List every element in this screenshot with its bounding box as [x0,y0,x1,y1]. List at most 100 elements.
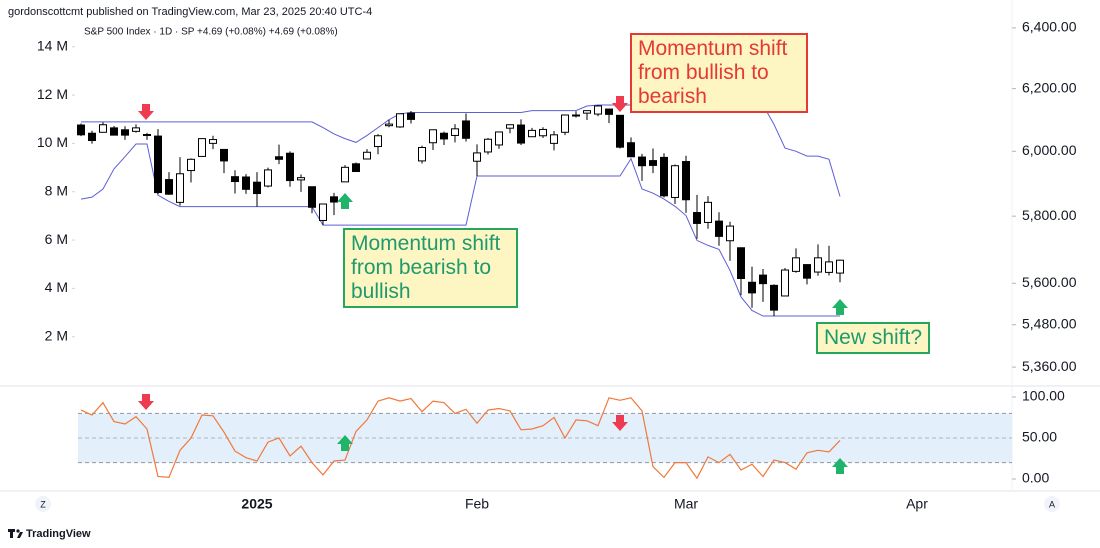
annotation-bearish: Momentum shift from bullish to bearish [630,33,808,113]
candle-body [132,127,140,132]
candle-body [682,161,690,201]
bearish-arrow [138,104,154,120]
candle-body [154,135,162,194]
scale-button-label[interactable]: Z [40,499,46,509]
candle-body [759,274,767,285]
y-tick-label: 50.00 [1022,429,1057,445]
oscillator-line [80,397,841,480]
candle-body [715,220,723,237]
candle-body [462,120,470,139]
x-tick-label: Apr [906,496,928,512]
candle-body [627,142,635,158]
candle-body [726,225,734,242]
x-tick-label: 2025 [241,496,272,512]
channel-lower [80,143,840,317]
candle-body [693,212,701,224]
candle-body [814,257,822,273]
annotation-new-shift: New shift? [816,322,931,354]
channel-upper [81,104,841,197]
candle-body [209,139,217,144]
candle-body [605,108,613,115]
brand-name: TradingView [26,528,91,540]
bearish-arrow [612,96,628,112]
candle-body [429,129,437,144]
candle-body [220,148,228,162]
y2-tick-label: 6 M [45,231,68,247]
annotation-bullish: Momentum shift from bearish to bullish [343,228,518,308]
candle-body [473,152,481,162]
y-tick-label: 6,200.00 [1022,79,1077,95]
candle-body [165,179,173,195]
x-tick-label: Mar [674,496,698,512]
y2-tick-label: 10 M [37,134,68,150]
candle-body [649,160,657,166]
candle-body [484,138,492,153]
candle-body [121,129,129,136]
bullish-arrow [337,193,353,209]
candle-body [418,147,426,162]
candle-body [583,110,591,114]
candle-body [77,124,85,136]
y-tick-label: 100.00 [1022,388,1065,404]
candle-body [550,134,558,144]
candle-body [748,281,756,294]
y-tick-label: 0.00 [1022,470,1049,486]
y2-tick-label: 8 M [45,182,68,198]
candle-body [616,114,624,148]
candle-body [385,123,393,127]
auto-button[interactable] [1044,496,1060,512]
brand-logo [8,529,23,538]
y-tick-label: 6,000.00 [1022,142,1077,158]
bullish-arrow [337,435,353,451]
candle-body [638,156,646,167]
candle-body [286,152,294,182]
candle-body [594,105,602,115]
x-tick-label: Feb [465,496,489,512]
candle-body [231,176,239,183]
signal-arrows [138,96,848,474]
y-tick-label: 5,480.00 [1022,315,1077,331]
candle-body [297,177,305,181]
bullish-arrow [832,299,848,315]
candle-body [110,127,118,136]
back-layer [78,104,1012,464]
candle-body [671,165,679,198]
candle-body [572,114,580,117]
candle-body [319,203,327,221]
candle-body [781,269,789,297]
candle-body [704,201,712,223]
candle-body [539,128,547,137]
candle-body [517,124,525,144]
candle-body [88,132,96,142]
candle-body [770,284,778,311]
candle-body [506,124,514,129]
candle-body [275,156,283,160]
candle-body [264,169,272,187]
candle-body [495,131,503,146]
candle-body [341,166,349,183]
y2-tick-label: 2 M [45,327,68,343]
main-layer: 6,400.00 6,200.00 6,000.00 5,800.00 5,600.00… [37,19,1077,512]
y-tick-label: 5,360.00 [1022,358,1077,374]
candle-body [737,247,745,280]
scale-button[interactable] [35,496,51,512]
candle-body [836,259,844,274]
candle-body [308,186,316,208]
candle-body [176,173,184,203]
candle-body [253,181,261,195]
candle-body [660,156,668,197]
candle-body [374,135,382,148]
y-tick-label: 5,600.00 [1022,274,1077,290]
candle-body [330,196,338,203]
candle-body [242,176,250,190]
candle-body [440,132,448,140]
y2-tick-label: 12 M [37,86,68,102]
y2-tick-label: 14 M [37,37,68,53]
bullish-arrow [832,458,848,474]
candle-body [528,129,536,138]
auto-button-label[interactable]: A [1049,499,1055,509]
candle-body [792,257,800,272]
candle-body [363,151,371,160]
